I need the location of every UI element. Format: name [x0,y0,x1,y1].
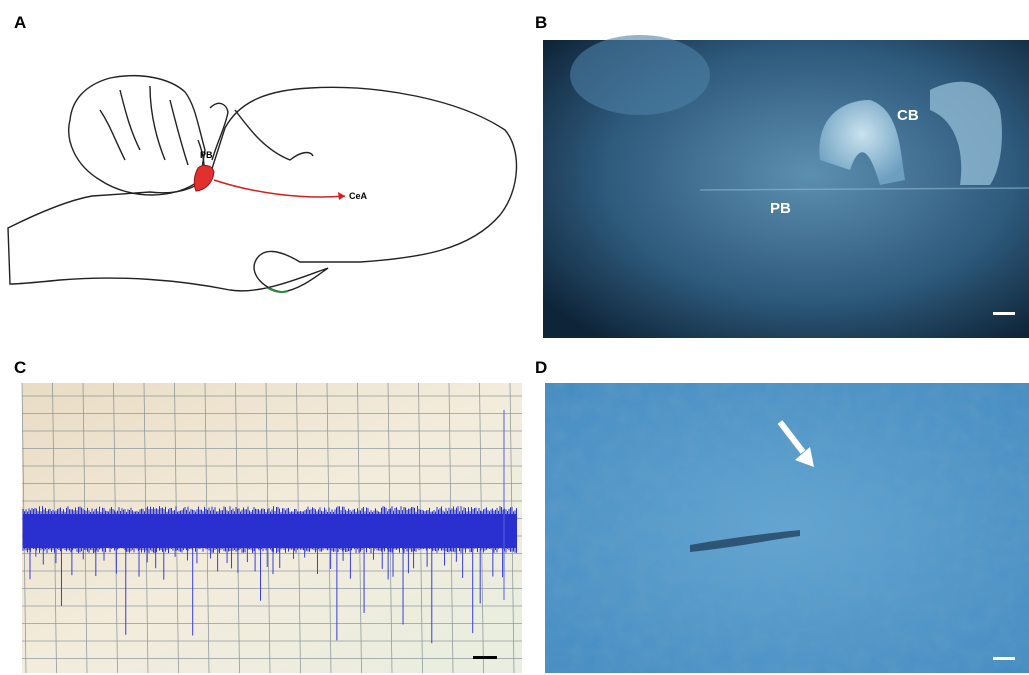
annotation: CB [897,107,919,124]
panel-label: B [535,13,547,32]
brain-outline [8,76,516,292]
figure: A PB CeA B CB PB C D [0,0,1029,675]
arrow-head [338,192,345,200]
projection-arrow [214,180,345,197]
scale-bar [993,657,1015,660]
region-mark [268,288,288,292]
scale-bar [993,312,1015,315]
annotation: PB [770,200,791,217]
pb-region [194,165,214,191]
annotation: PB [200,150,213,160]
annotation: CeA [349,191,368,201]
scale-bar [473,656,497,659]
tissue [570,35,710,115]
panel-label: A [14,13,26,32]
panel-label: C [14,358,26,377]
panel-label: D [535,358,547,377]
